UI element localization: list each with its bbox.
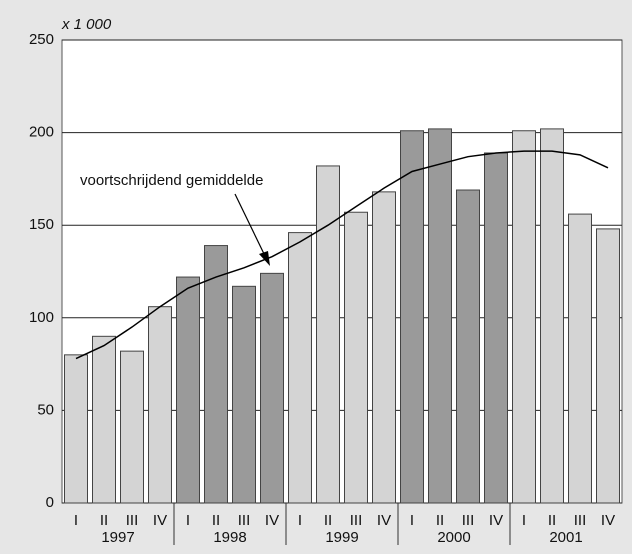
x-tick-label: III <box>462 512 475 529</box>
bar <box>92 335 116 504</box>
bar <box>260 272 284 504</box>
bar <box>568 213 592 504</box>
annotation-arrow <box>234 193 267 259</box>
group-label: 2001 <box>549 529 582 546</box>
group-label: 1998 <box>213 529 246 546</box>
x-tick-label: II <box>436 512 444 529</box>
y-tick-label: 100 <box>29 309 54 326</box>
y-tick-label: 200 <box>29 124 54 141</box>
bar <box>540 128 564 504</box>
bar <box>344 211 368 504</box>
group-label: 1997 <box>101 529 134 546</box>
bar <box>120 350 144 504</box>
bar <box>428 128 452 504</box>
bar <box>512 130 536 504</box>
annotation-arrowhead <box>259 251 270 266</box>
bar <box>484 152 508 504</box>
series-annotation: voortschrijdend gemiddelde <box>80 172 263 189</box>
bar <box>316 165 340 504</box>
x-tick-label: I <box>410 512 414 529</box>
x-tick-label: IV <box>265 512 279 529</box>
x-tick-label: II <box>212 512 220 529</box>
bar <box>288 232 312 504</box>
moving-average-line <box>75 150 609 360</box>
bar <box>232 285 256 504</box>
bar <box>204 245 228 504</box>
x-tick-label: IV <box>601 512 615 529</box>
x-tick-label: II <box>548 512 556 529</box>
x-tick-label: II <box>324 512 332 529</box>
plot-area <box>61 39 623 504</box>
group-label: 2000 <box>437 529 470 546</box>
x-tick-label: IV <box>377 512 391 529</box>
x-tick-label: III <box>574 512 587 529</box>
y-tick-label: 0 <box>46 494 54 511</box>
bar <box>176 276 200 504</box>
x-tick-label: I <box>186 512 190 529</box>
x-tick-label: III <box>126 512 139 529</box>
y-unit-label: x 1 000 <box>61 16 112 33</box>
x-tick-label: III <box>238 512 251 529</box>
x-tick-label: III <box>350 512 363 529</box>
y-tick-label: 250 <box>29 31 54 48</box>
group-label: 1999 <box>325 529 358 546</box>
x-tick-label: I <box>522 512 526 529</box>
x-tick-label: II <box>100 512 108 529</box>
bar <box>400 130 424 504</box>
bar <box>148 306 172 504</box>
bar <box>372 191 396 504</box>
x-tick-label: IV <box>153 512 167 529</box>
y-tick-label: 150 <box>29 216 54 233</box>
x-tick-label: IV <box>489 512 503 529</box>
bar <box>456 189 480 504</box>
bar <box>596 228 620 504</box>
bar <box>64 354 88 504</box>
x-tick-label: I <box>74 512 78 529</box>
y-tick-label: 50 <box>37 401 54 418</box>
x-tick-label: I <box>298 512 302 529</box>
